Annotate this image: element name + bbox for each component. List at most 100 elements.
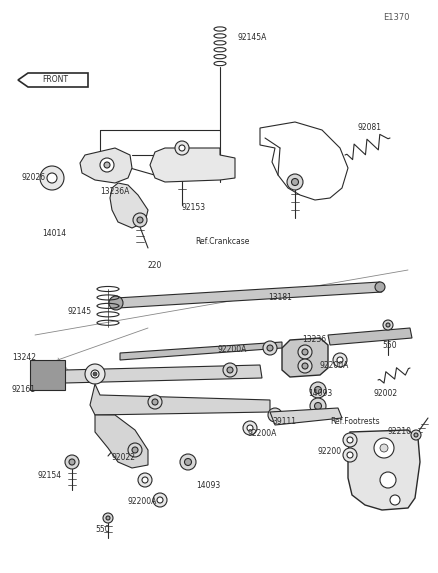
Polygon shape [110, 183, 148, 228]
Circle shape [85, 364, 105, 384]
Circle shape [104, 162, 110, 168]
Text: 13181: 13181 [268, 293, 292, 303]
Polygon shape [80, 148, 132, 183]
Circle shape [100, 158, 114, 172]
Polygon shape [150, 148, 235, 182]
Circle shape [247, 425, 253, 431]
Text: 92200A: 92200A [218, 344, 247, 354]
Text: 550: 550 [382, 342, 397, 351]
Text: Ref.Footrests: Ref.Footrests [330, 417, 380, 426]
Text: 92154: 92154 [38, 472, 62, 481]
Text: 92002: 92002 [374, 388, 398, 398]
Circle shape [179, 145, 185, 151]
Circle shape [153, 493, 167, 507]
Circle shape [272, 412, 278, 418]
Circle shape [69, 459, 75, 465]
Text: 92145: 92145 [68, 307, 92, 316]
Polygon shape [116, 282, 382, 308]
Circle shape [227, 367, 233, 373]
Circle shape [347, 452, 353, 458]
Circle shape [243, 421, 257, 435]
Circle shape [65, 455, 79, 469]
Circle shape [380, 472, 396, 488]
Circle shape [91, 370, 99, 378]
Text: 92081: 92081 [358, 124, 382, 132]
Circle shape [337, 357, 343, 363]
Polygon shape [30, 360, 65, 390]
Polygon shape [18, 73, 88, 87]
Circle shape [302, 363, 308, 369]
Circle shape [109, 296, 123, 310]
Text: 92153: 92153 [182, 202, 206, 211]
Circle shape [103, 513, 113, 523]
Text: 92200A: 92200A [320, 362, 350, 371]
Circle shape [47, 173, 57, 183]
Polygon shape [65, 365, 262, 383]
Text: 92200A: 92200A [128, 497, 157, 507]
Circle shape [298, 359, 312, 373]
Circle shape [347, 437, 353, 443]
Circle shape [263, 341, 277, 355]
Circle shape [137, 217, 143, 223]
Circle shape [106, 516, 110, 520]
Text: 92145A: 92145A [237, 33, 266, 42]
Polygon shape [90, 384, 270, 415]
Circle shape [40, 166, 64, 190]
Polygon shape [120, 342, 282, 360]
Polygon shape [328, 328, 412, 345]
Circle shape [180, 454, 196, 470]
Polygon shape [95, 415, 148, 468]
Text: 92200A: 92200A [248, 430, 277, 438]
Text: 550: 550 [95, 525, 110, 535]
Circle shape [314, 387, 321, 394]
Circle shape [375, 282, 385, 292]
Circle shape [383, 320, 393, 330]
Text: 92161: 92161 [12, 386, 36, 394]
Text: 39111: 39111 [272, 417, 296, 426]
Text: 14093: 14093 [308, 388, 332, 398]
Circle shape [343, 433, 357, 447]
Text: E1370: E1370 [384, 14, 410, 22]
Circle shape [310, 382, 326, 398]
Circle shape [343, 448, 357, 462]
Text: 220: 220 [148, 261, 162, 270]
Circle shape [380, 444, 388, 452]
Circle shape [152, 399, 158, 405]
Circle shape [298, 345, 312, 359]
Circle shape [128, 443, 142, 457]
Circle shape [132, 447, 138, 453]
Circle shape [267, 345, 273, 351]
Circle shape [93, 372, 97, 376]
Text: 92200: 92200 [318, 448, 342, 457]
Circle shape [175, 141, 189, 155]
Polygon shape [282, 338, 328, 377]
Text: 14093: 14093 [196, 481, 220, 490]
Circle shape [374, 438, 394, 458]
Circle shape [292, 179, 299, 186]
Text: Ref.Crankcase: Ref.Crankcase [195, 237, 249, 246]
Circle shape [138, 473, 152, 487]
Text: 13242: 13242 [12, 354, 36, 363]
Text: 14014: 14014 [42, 229, 66, 237]
Circle shape [157, 497, 163, 503]
Text: 13236: 13236 [302, 336, 326, 344]
Circle shape [386, 323, 390, 327]
Text: 92210: 92210 [388, 427, 412, 437]
Circle shape [302, 349, 308, 355]
Text: FRONT: FRONT [42, 76, 68, 84]
Circle shape [314, 402, 321, 410]
Text: 92026: 92026 [22, 174, 46, 182]
Circle shape [223, 363, 237, 377]
Circle shape [411, 430, 421, 440]
Circle shape [268, 408, 282, 422]
Circle shape [148, 395, 162, 409]
Polygon shape [348, 430, 420, 510]
Circle shape [310, 398, 326, 414]
Circle shape [184, 458, 191, 465]
Circle shape [287, 174, 303, 190]
Polygon shape [270, 408, 342, 425]
Circle shape [333, 353, 347, 367]
Text: 13236A: 13236A [100, 187, 129, 197]
Text: 92022: 92022 [112, 453, 136, 462]
Circle shape [133, 213, 147, 227]
